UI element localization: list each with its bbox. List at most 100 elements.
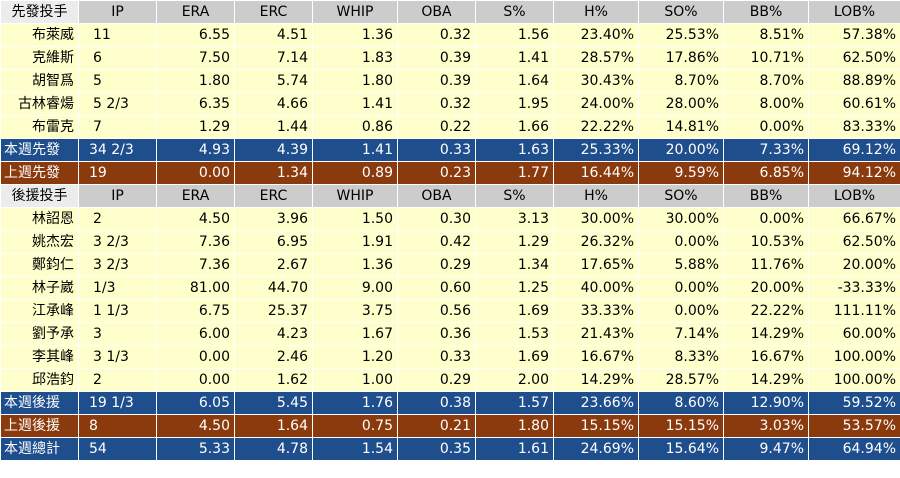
- oba-cell: OBA: [397, 0, 476, 24]
- lob-pct-cell: 53.57%: [808, 414, 900, 438]
- ip-cell: 3: [78, 322, 157, 346]
- h-pct-cell: 16.67%: [553, 345, 639, 369]
- oba-cell: 0.29: [397, 368, 476, 392]
- so-pct-cell: 5.88%: [638, 253, 724, 277]
- era-cell: ERA: [156, 184, 235, 208]
- name-cell: 布雷克: [0, 115, 79, 139]
- h-pct-cell: 26.32%: [553, 230, 639, 254]
- oba-cell: OBA: [397, 184, 476, 208]
- bb-pct-cell: 8.51%: [723, 23, 809, 47]
- bb-pct-cell: 20.00%: [723, 276, 809, 300]
- oba-cell: 0.32: [397, 23, 476, 47]
- player-row: 布萊威 11 6.55 4.51 1.36 0.32 1.56 23.40% 25.53% 8.5…: [0, 23, 900, 47]
- h-pct-cell: 22.22%: [553, 115, 639, 139]
- era-cell: 6.75: [156, 299, 235, 323]
- name-cell: 李其峰: [0, 345, 79, 369]
- player-row: 邱浩鈞 2 0.00 1.62 1.00 0.29 2.00 14.29% 28.57% 14.2…: [0, 368, 900, 392]
- erc-cell: 2.46: [234, 345, 313, 369]
- player-row: 姚杰宏 3 2/3 7.36 6.95 1.91 0.42 1.29 26.32% 0.00% 1…: [0, 230, 900, 254]
- erc-cell: 4.39: [234, 138, 313, 162]
- bb-pct-cell: 3.03%: [723, 414, 809, 438]
- era-cell: 6.55: [156, 23, 235, 47]
- ip-cell: 34 2/3: [78, 138, 157, 162]
- erc-cell: 44.70: [234, 276, 313, 300]
- name-cell: 姚杰宏: [0, 230, 79, 254]
- so-pct-cell: 15.15%: [638, 414, 724, 438]
- era-cell: 4.50: [156, 414, 235, 438]
- whip-cell: 1.36: [312, 253, 398, 277]
- s-pct-cell: 1.57: [475, 391, 554, 415]
- ip-cell: IP: [78, 0, 157, 24]
- whip-cell: 1.80: [312, 69, 398, 93]
- lob-pct-cell: 60.00%: [808, 322, 900, 346]
- ip-cell: 3 1/3: [78, 345, 157, 369]
- h-pct-cell: 14.29%: [553, 368, 639, 392]
- whip-cell: 1.00: [312, 368, 398, 392]
- player-row: 林詔恩 2 4.50 3.96 1.50 0.30 3.13 30.00% 30.00% 0.00…: [0, 207, 900, 231]
- era-cell: 81.00: [156, 276, 235, 300]
- era-cell: 6.35: [156, 92, 235, 116]
- bb-pct-cell: 14.29%: [723, 368, 809, 392]
- era-cell: 1.29: [156, 115, 235, 139]
- name-cell: 先發投手: [0, 0, 79, 24]
- h-pct-cell: 30.43%: [553, 69, 639, 93]
- era-cell: 0.00: [156, 345, 235, 369]
- ip-cell: 5 2/3: [78, 92, 157, 116]
- era-cell: 0.00: [156, 161, 235, 185]
- so-pct-cell: 9.59%: [638, 161, 724, 185]
- s-pct-cell: 1.80: [475, 414, 554, 438]
- era-cell: 5.33: [156, 437, 235, 461]
- bb-pct-cell: 0.00%: [723, 207, 809, 231]
- era-cell: 7.36: [156, 230, 235, 254]
- bb-pct-cell: 8.70%: [723, 69, 809, 93]
- h-pct-cell: 16.44%: [553, 161, 639, 185]
- ip-cell: 8: [78, 414, 157, 438]
- ip-cell: 19: [78, 161, 157, 185]
- s-pct-cell: S%: [475, 184, 554, 208]
- lob-pct-cell: 111.11%: [808, 299, 900, 323]
- name-cell: 劉予承: [0, 322, 79, 346]
- week-total-row: 本週總計 54 5.33 4.78 1.54 0.35 1.61 24.69% 15.64% 9.…: [0, 437, 900, 461]
- name-cell: 古林睿煬: [0, 92, 79, 116]
- bb-pct-cell: 16.67%: [723, 345, 809, 369]
- oba-cell: 0.39: [397, 46, 476, 70]
- this-week-summary-row: 本週先發 34 2/3 4.93 4.39 1.41 0.33 1.63 25.33% 20.0…: [0, 138, 900, 162]
- name-cell: 後援投手: [0, 184, 79, 208]
- bb-pct-cell: BB%: [723, 184, 809, 208]
- player-row: 江承峰 1 1/3 6.75 25.37 3.75 0.56 1.69 33.33% 0.00%…: [0, 299, 900, 323]
- lob-pct-cell: 66.67%: [808, 207, 900, 231]
- player-row: 克維斯 6 7.50 7.14 1.83 0.39 1.41 28.57% 17.86% 10.7…: [0, 46, 900, 70]
- bb-pct-cell: 11.76%: [723, 253, 809, 277]
- erc-cell: 6.95: [234, 230, 313, 254]
- h-pct-cell: 21.43%: [553, 322, 639, 346]
- so-pct-cell: SO%: [638, 184, 724, 208]
- erc-cell: 1.44: [234, 115, 313, 139]
- h-pct-cell: 23.66%: [553, 391, 639, 415]
- player-row: 胡智爲 5 1.80 5.74 1.80 0.39 1.64 30.43% 8.70% 8.70%…: [0, 69, 900, 93]
- erc-cell: ERC: [234, 0, 313, 24]
- erc-cell: 4.51: [234, 23, 313, 47]
- erc-cell: 5.74: [234, 69, 313, 93]
- lob-pct-cell: 59.52%: [808, 391, 900, 415]
- h-pct-cell: 30.00%: [553, 207, 639, 231]
- era-cell: 1.80: [156, 69, 235, 93]
- ip-cell: 1 1/3: [78, 299, 157, 323]
- ip-cell: 6: [78, 46, 157, 70]
- lob-pct-cell: 64.94%: [808, 437, 900, 461]
- oba-cell: 0.29: [397, 253, 476, 277]
- era-cell: 4.93: [156, 138, 235, 162]
- ip-cell: 3 2/3: [78, 253, 157, 277]
- ip-cell: 7: [78, 115, 157, 139]
- name-cell: 邱浩鈞: [0, 368, 79, 392]
- oba-cell: 0.32: [397, 92, 476, 116]
- whip-cell: 1.50: [312, 207, 398, 231]
- whip-cell: 1.41: [312, 92, 398, 116]
- ip-cell: 3 2/3: [78, 230, 157, 254]
- pitching-stats-table: 先發投手 IP ERA ERC WHIP OBA S% H% SO% BB% LOB% 布萊威 11 6…: [0, 0, 900, 461]
- era-cell: 7.36: [156, 253, 235, 277]
- lob-pct-cell: LOB%: [808, 184, 900, 208]
- s-pct-cell: 1.53: [475, 322, 554, 346]
- whip-cell: 1.20: [312, 345, 398, 369]
- whip-cell: 1.67: [312, 322, 398, 346]
- name-cell: 本週總計: [0, 437, 79, 461]
